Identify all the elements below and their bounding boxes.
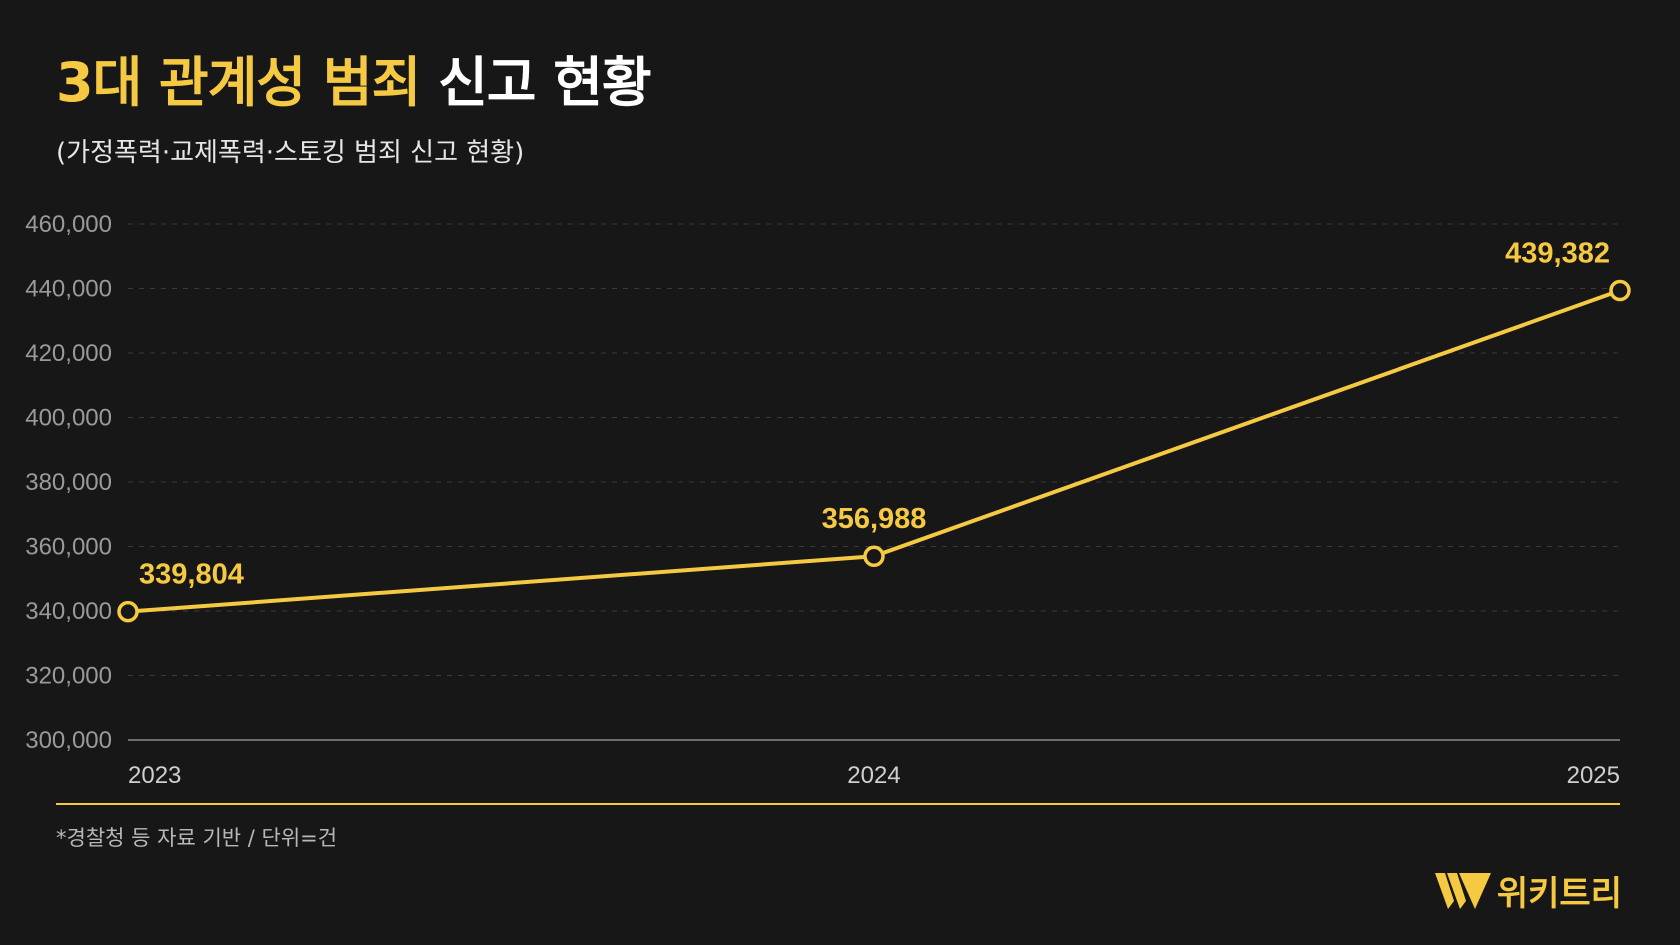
y-tick-label: 400,000: [25, 405, 112, 432]
wikitree-w-logo-icon: [1434, 872, 1491, 909]
x-tick-label: 2023: [128, 762, 181, 789]
data-labels: 339,804 356,988 439,382: [139, 237, 1610, 590]
data-point[interactable]: [117, 600, 139, 623]
source-note: *경찰청 등 자료 기반 / 단위=건: [56, 826, 338, 850]
data-label: 339,804: [139, 559, 244, 591]
x-axis-ticks: 2023 2024 2025: [128, 762, 1620, 789]
y-tick-label: 300,000: [25, 727, 112, 754]
y-tick-label: 420,000: [25, 340, 112, 367]
x-tick-label: 2024: [847, 762, 900, 789]
data-point[interactable]: [863, 545, 885, 567]
y-tick-label: 440,000: [25, 276, 112, 303]
grid-lines: [128, 223, 1620, 741]
data-label: 439,382: [1505, 237, 1610, 269]
footer-divider: [56, 803, 1620, 805]
y-tick-label: 360,000: [25, 534, 112, 561]
chart-title-rest: 신고 현황: [438, 51, 652, 114]
y-tick-label: 380,000: [25, 469, 112, 496]
y-tick-label: 320,000: [25, 663, 112, 690]
x-tick-label: 2025: [1567, 762, 1620, 789]
chart-title-accent: 3대 관계성 범죄: [56, 51, 421, 114]
data-point[interactable]: [1609, 279, 1631, 302]
series-line-group: [117, 279, 1631, 623]
brand-logo: 위키트리: [1434, 866, 1622, 915]
brand-name: 위키트리: [1496, 874, 1622, 914]
line-chart: 300,000 320,000 340,000 360,000 380,000 400,0…: [25, 211, 1631, 789]
chart-title: 3대 관계성 범죄 신고 현황: [56, 38, 652, 117]
chart-subtitle: (가정폭력·교제폭력·스토킹 범죄 신고 현황): [56, 138, 525, 168]
data-label: 356,988: [822, 503, 927, 535]
y-axis-ticks: 300,000 320,000 340,000 360,000 380,000 400,0…: [25, 211, 112, 754]
y-tick-label: 340,000: [25, 598, 112, 625]
y-tick-label: 460,000: [25, 211, 112, 238]
